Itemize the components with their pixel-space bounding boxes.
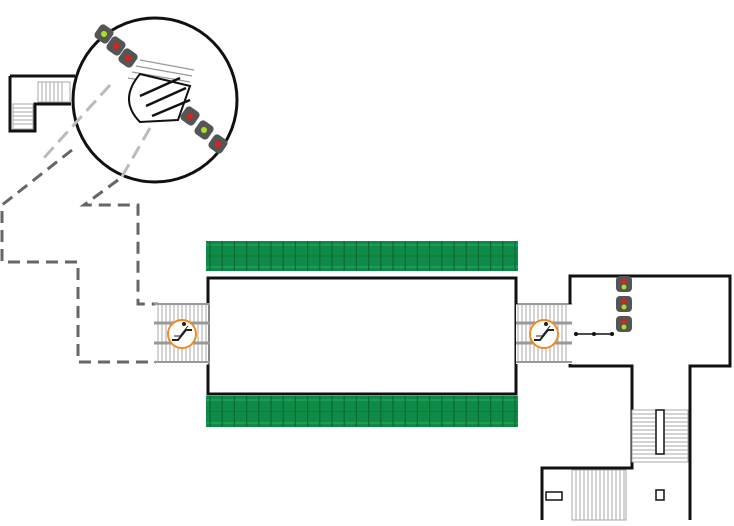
- detail-magnifier: [40, 16, 239, 184]
- escalator-icon: [167, 319, 197, 349]
- gate-icon: [574, 332, 614, 336]
- left-escalator: [154, 303, 210, 365]
- door-icon: [545, 489, 665, 501]
- signal-light-icon: [94, 24, 228, 154]
- right-escalator: [516, 303, 572, 364]
- track-south: [206, 396, 518, 427]
- stairs-icon: [571, 409, 689, 521]
- rail-tracks: [206, 241, 518, 427]
- central-platform: [206, 276, 518, 396]
- track-north: [206, 241, 518, 271]
- stairs-icon: [12, 81, 71, 130]
- escalator-icon: [529, 319, 559, 349]
- signal-light-icon: [616, 276, 632, 332]
- upper-left-stair-area: [8, 74, 75, 133]
- dashed-route: [0, 148, 158, 364]
